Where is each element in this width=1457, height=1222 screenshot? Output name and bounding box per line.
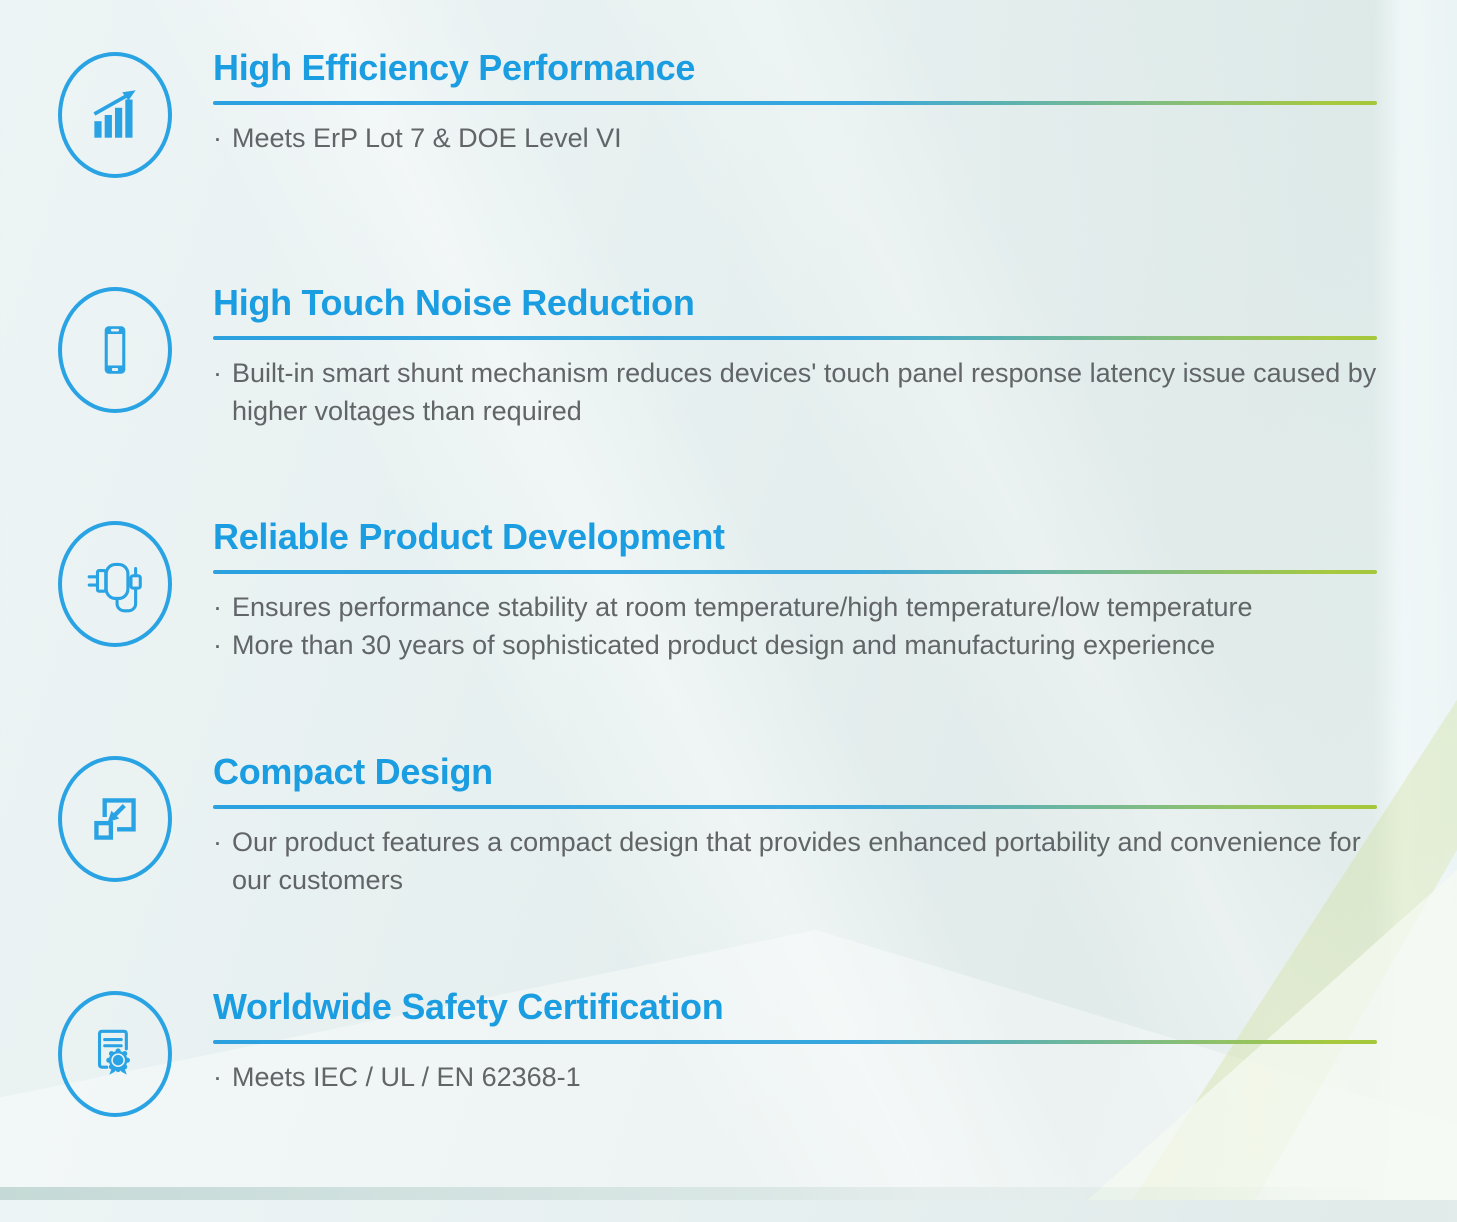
- feature-icon-circle: [58, 52, 172, 178]
- smartphone-icon: [104, 326, 126, 374]
- gradient-divider: [213, 570, 1377, 574]
- bullet-marker: ·: [213, 1062, 222, 1092]
- feature-bullet: · Meets IEC / UL / EN 62368-1: [213, 1058, 1377, 1096]
- bullet-marker: ·: [213, 630, 222, 660]
- feature-bullet: · Built-in smart shunt mechanism reduces…: [213, 354, 1377, 430]
- feature-icon-circle: [58, 756, 172, 882]
- bullet-text: Meets ErP Lot 7 & DOE Level VI: [232, 123, 622, 153]
- bullet-marker: ·: [213, 358, 222, 388]
- bullet-text: More than 30 years of sophisticated prod…: [232, 630, 1216, 660]
- feature-bullet-list: · Our product features a compact design …: [213, 823, 1377, 899]
- feature-bullet-list: · Ensures performance stability at room …: [213, 588, 1377, 664]
- bullet-marker: ·: [213, 827, 222, 857]
- feature-section-worldwide-safety-certification: Worldwide Safety Certification · Meets I…: [0, 987, 1457, 1222]
- feature-bullet: · More than 30 years of sophisticated pr…: [213, 626, 1377, 664]
- bullet-text: Our product features a compact design th…: [232, 827, 1361, 895]
- feature-bullet: · Meets ErP Lot 7 & DOE Level VI: [213, 119, 1377, 157]
- bullet-marker: ·: [213, 592, 222, 622]
- feature-title: Worldwide Safety Certification: [213, 986, 724, 1027]
- bullet-text: Ensures performance stability at room te…: [232, 592, 1253, 622]
- feature-section-reliable-product-development: Reliable Product Development · Ensures p…: [0, 517, 1457, 752]
- bullet-marker: ·: [213, 123, 222, 153]
- bullet-text: Meets IEC / UL / EN 62368-1: [232, 1062, 581, 1092]
- feature-bullet: · Ensures performance stability at room …: [213, 588, 1377, 626]
- feature-title: High Touch Noise Reduction: [213, 282, 695, 323]
- certificate-icon: [97, 1029, 130, 1075]
- feature-title: Reliable Product Development: [213, 516, 725, 557]
- feature-title: High Efficiency Performance: [213, 47, 696, 88]
- gradient-divider: [213, 805, 1377, 809]
- feature-bullet-list: · Built-in smart shunt mechanism reduces…: [213, 354, 1377, 430]
- power-adapter-icon: [87, 562, 142, 613]
- feature-section-high-efficiency-performance: High Efficiency Performance · Meets ErP …: [0, 48, 1457, 283]
- feature-bullet-list: · Meets ErP Lot 7 & DOE Level VI: [213, 119, 1377, 157]
- feature-section-compact-design: Compact Design · Our product features a …: [0, 752, 1457, 987]
- bar-chart-growth-icon: [93, 90, 136, 138]
- gradient-divider: [213, 101, 1377, 105]
- gradient-divider: [213, 336, 1377, 340]
- bullet-text: Built-in smart shunt mechanism reduces d…: [232, 358, 1377, 426]
- gradient-divider: [213, 1040, 1377, 1044]
- feature-bullet: · Our product features a compact design …: [213, 823, 1377, 899]
- feature-icon-circle: [58, 521, 172, 647]
- feature-title: Compact Design: [213, 751, 493, 792]
- feature-section-high-touch-noise-reduction: High Touch Noise Reduction · Built-in sm…: [0, 283, 1457, 518]
- compact-resize-icon: [94, 798, 136, 840]
- feature-icon-circle: [58, 991, 172, 1117]
- feature-bullet-list: · Meets IEC / UL / EN 62368-1: [213, 1058, 1377, 1096]
- feature-icon-circle: [58, 287, 172, 413]
